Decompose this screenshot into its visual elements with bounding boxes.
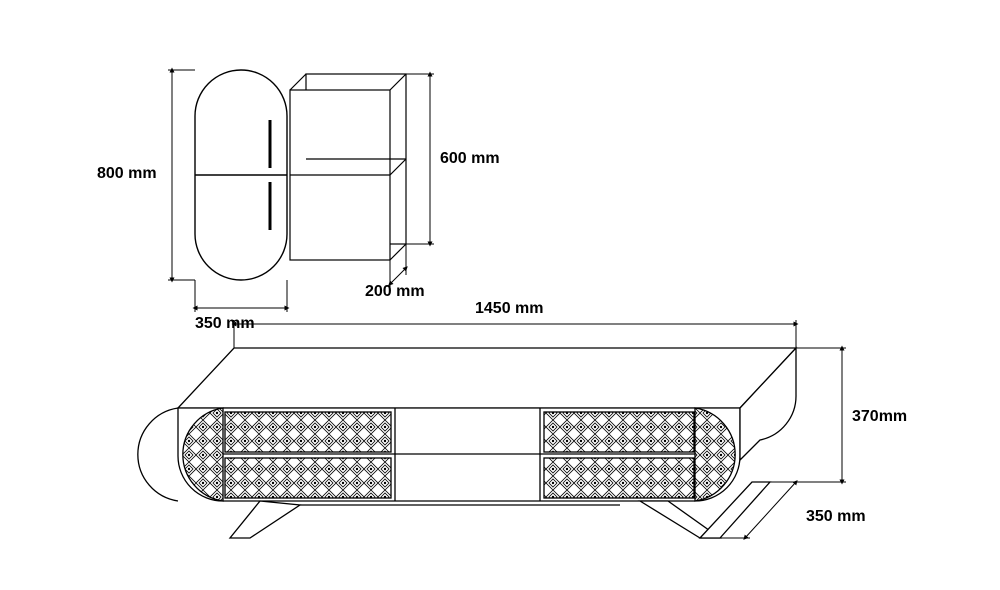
label-stand-depth: 350 mm (806, 508, 866, 526)
label-cab-width: 350 mm (195, 315, 255, 333)
dim-cab-depth (390, 244, 406, 288)
label-cab-height-right: 600 mm (440, 150, 500, 168)
label-stand-height: 370mm (852, 408, 907, 426)
cabinet-oval-door (195, 70, 287, 280)
furniture-drawing (0, 0, 1000, 590)
label-cab-depth: 200 mm (365, 283, 425, 301)
tv-stand (138, 348, 796, 538)
label-cab-height-left: 800 mm (97, 165, 157, 183)
dim-cab-height-left (168, 70, 195, 280)
dim-stand-width (234, 320, 796, 348)
diagram-canvas: 800 mm 600 mm 200 mm 350 mm 1450 mm 370m… (0, 0, 1000, 590)
dim-cab-height-right (406, 74, 434, 244)
label-stand-width: 1450 mm (475, 300, 544, 318)
dim-cab-width (195, 280, 287, 312)
cabinet-shelf-box (290, 74, 406, 260)
